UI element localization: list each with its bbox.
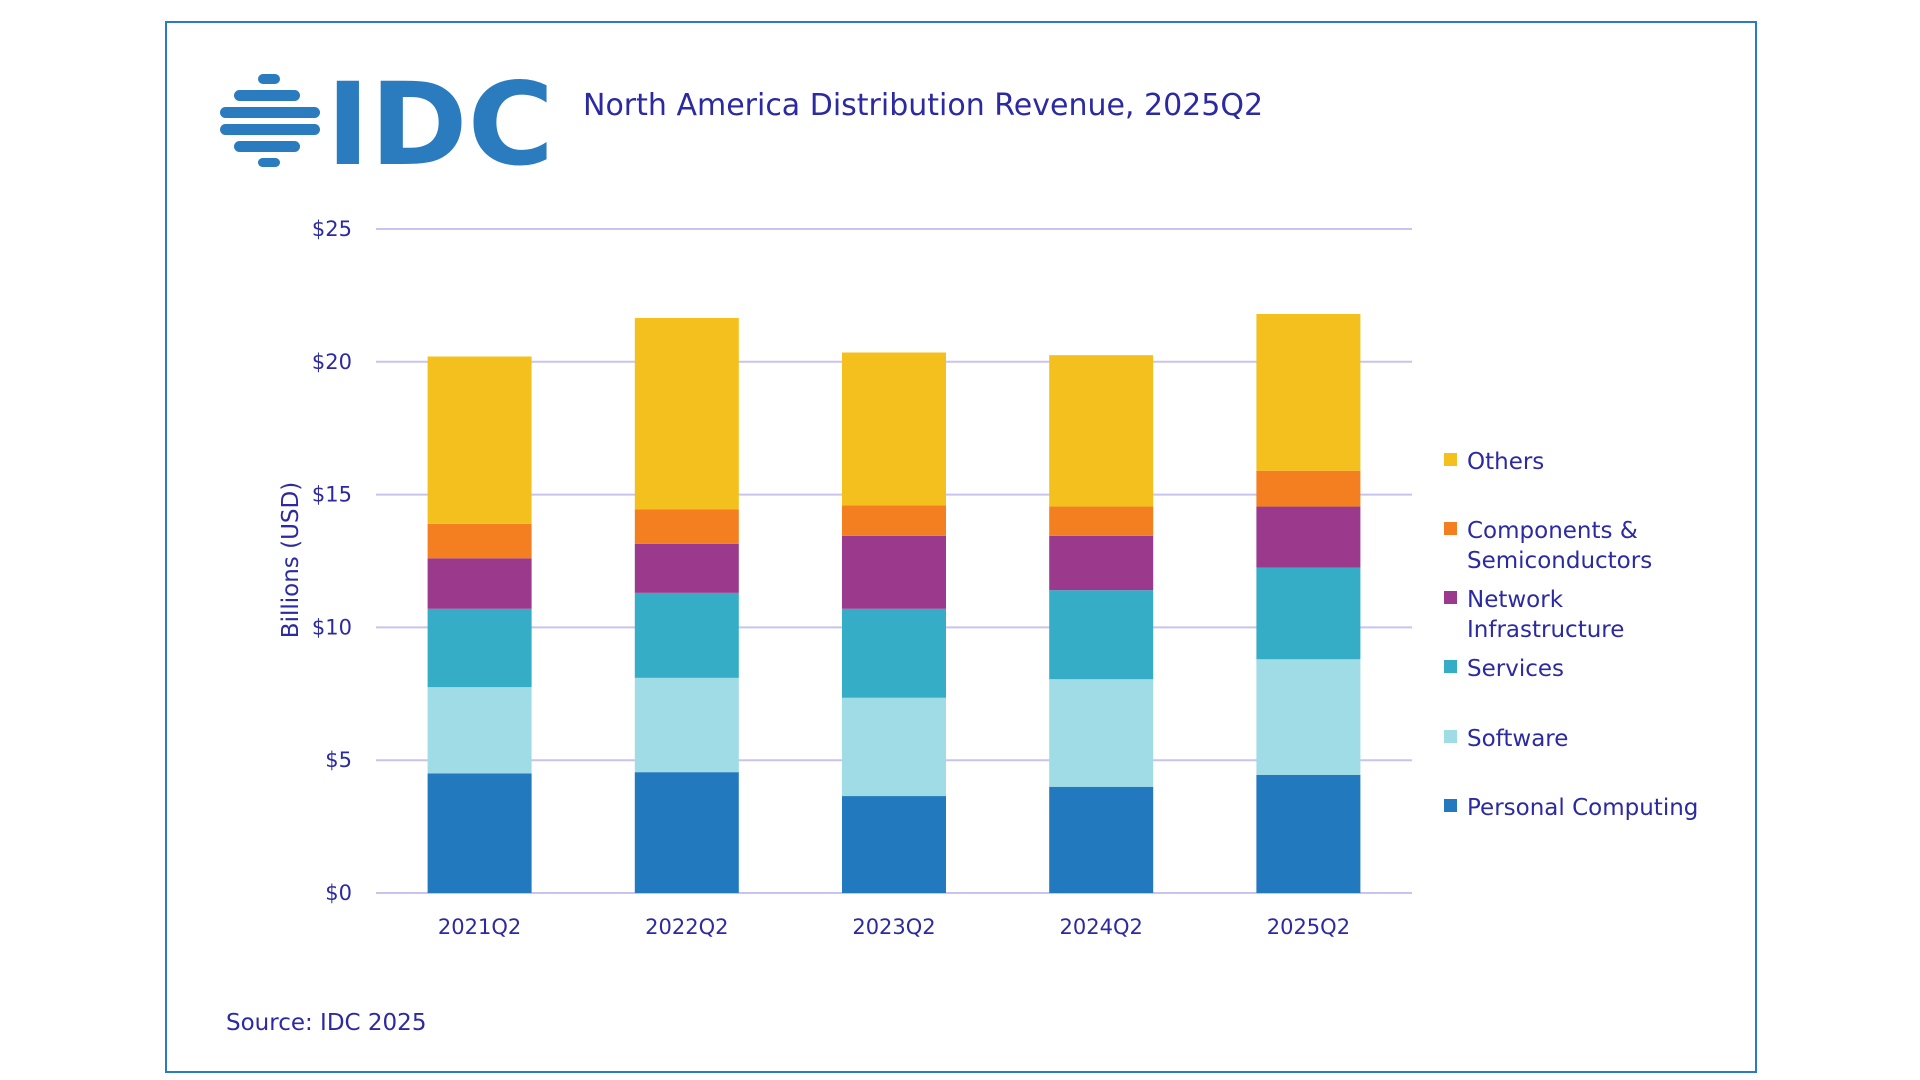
legend-label: Personal Computing bbox=[1467, 795, 1698, 821]
legend-label: Components & bbox=[1467, 518, 1638, 544]
legend-label: Semiconductors bbox=[1467, 548, 1652, 574]
y-tick-label: $25 bbox=[312, 217, 352, 241]
bar-segment-network-infrastructure-2025q2 bbox=[1256, 506, 1361, 568]
bar-segment-services-2024q2 bbox=[1049, 590, 1154, 680]
bar-segment-personal-computing-2021q2 bbox=[427, 773, 532, 893]
bar-segment-others-2024q2 bbox=[1049, 355, 1154, 507]
bar-segment-components-semiconductors-2025q2 bbox=[1256, 470, 1361, 507]
bar-segment-network-infrastructure-2021q2 bbox=[427, 558, 532, 609]
x-tick-label: 2021Q2 bbox=[438, 915, 521, 939]
y-tick-label: $20 bbox=[312, 350, 352, 374]
bars bbox=[427, 313, 1361, 893]
bar-segment-personal-computing-2024q2 bbox=[1049, 786, 1154, 893]
legend-swatch bbox=[1444, 660, 1457, 673]
legend-label: Others bbox=[1467, 449, 1544, 475]
legend-item: Services bbox=[1444, 656, 1564, 682]
bar-segment-personal-computing-2022q2 bbox=[634, 772, 739, 893]
legend-item: Others bbox=[1444, 449, 1544, 475]
y-tick-label: $15 bbox=[312, 483, 352, 507]
bar-segment-components-semiconductors-2022q2 bbox=[634, 509, 739, 544]
legend: Others Components & Semiconductors Network I… bbox=[1444, 449, 1698, 821]
bar-segment-services-2025q2 bbox=[1256, 567, 1361, 660]
y-axis-label: Billions (USD) bbox=[278, 482, 304, 638]
bar-segment-components-semiconductors-2024q2 bbox=[1049, 506, 1154, 536]
bar-segment-network-infrastructure-2023q2 bbox=[842, 535, 946, 609]
bar-segment-software-2023q2 bbox=[842, 697, 946, 797]
bar-segment-personal-computing-2023q2 bbox=[842, 796, 946, 893]
x-tick-label: 2022Q2 bbox=[645, 915, 728, 939]
logo-wordmark: IDC bbox=[326, 68, 554, 172]
x-tick-label: 2025Q2 bbox=[1267, 915, 1350, 939]
bar-segment-software-2025q2 bbox=[1256, 659, 1361, 775]
bar-segment-components-semiconductors-2021q2 bbox=[427, 523, 532, 559]
legend-swatch bbox=[1444, 730, 1457, 743]
bar-segment-components-semiconductors-2023q2 bbox=[842, 505, 946, 536]
bar-segment-software-2022q2 bbox=[634, 677, 739, 773]
x-tick-label: 2024Q2 bbox=[1060, 915, 1143, 939]
idc-logo: IDC bbox=[220, 68, 554, 172]
y-tick-label: $0 bbox=[325, 881, 352, 905]
bar-segment-others-2022q2 bbox=[634, 317, 739, 510]
legend-item: Personal Computing bbox=[1444, 795, 1698, 821]
bar-segment-others-2025q2 bbox=[1256, 313, 1361, 471]
legend-item: Network Infrastructure bbox=[1444, 587, 1624, 643]
bar-segment-personal-computing-2025q2 bbox=[1256, 774, 1361, 893]
legend-swatch bbox=[1444, 799, 1457, 812]
legend-swatch bbox=[1444, 453, 1457, 466]
bar-segment-others-2023q2 bbox=[842, 352, 946, 506]
bar-segment-services-2023q2 bbox=[842, 608, 946, 698]
bar-segment-services-2021q2 bbox=[427, 608, 532, 688]
legend-label: Infrastructure bbox=[1467, 617, 1624, 643]
bar-segment-network-infrastructure-2024q2 bbox=[1049, 535, 1154, 591]
legend-label: Software bbox=[1467, 726, 1568, 752]
bar-segment-software-2021q2 bbox=[427, 687, 532, 774]
legend-label: Services bbox=[1467, 656, 1564, 682]
legend-swatch bbox=[1444, 522, 1457, 535]
y-axis-ticks: $0 $5 $10 $15 $20 $25 bbox=[312, 217, 352, 905]
chart-title: North America Distribution Revenue, 2025… bbox=[583, 88, 1264, 123]
x-tick-label: 2023Q2 bbox=[852, 915, 935, 939]
legend-item: Software bbox=[1444, 726, 1568, 752]
legend-swatch bbox=[1444, 591, 1457, 604]
bar-segment-network-infrastructure-2022q2 bbox=[634, 543, 739, 593]
source-note: Source: IDC 2025 bbox=[226, 1010, 427, 1036]
bar-segment-services-2022q2 bbox=[634, 592, 739, 678]
chart-frame bbox=[165, 21, 1757, 1073]
bar-segment-software-2024q2 bbox=[1049, 679, 1154, 787]
bar-segment-others-2021q2 bbox=[427, 356, 532, 524]
y-tick-label: $10 bbox=[312, 615, 352, 639]
legend-label: Network bbox=[1467, 587, 1564, 613]
x-axis-ticks: 2021Q2 2022Q2 2023Q2 2024Q2 2025Q2 bbox=[438, 915, 1350, 939]
globe-stripes-icon bbox=[220, 74, 320, 167]
y-tick-label: $5 bbox=[325, 748, 352, 772]
legend-item: Components & Semiconductors bbox=[1444, 518, 1652, 574]
